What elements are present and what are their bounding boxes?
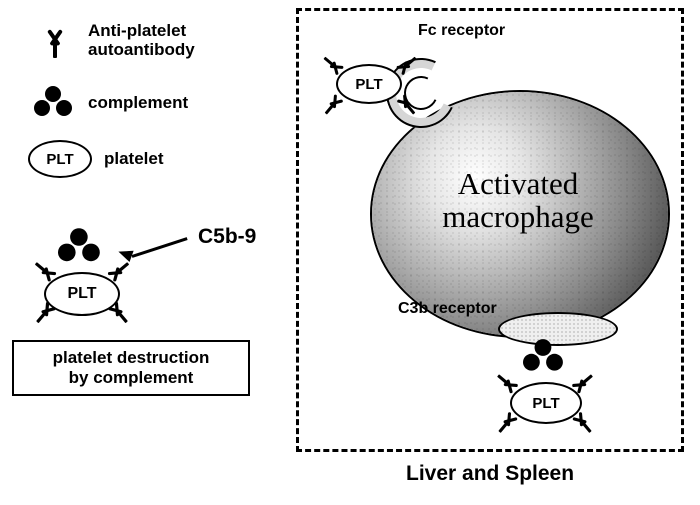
legend-platelet: platelet <box>104 150 164 169</box>
c5b9-label: C5b-9 <box>198 225 256 249</box>
c3b-receptor-label: C3b receptor <box>398 300 497 318</box>
c5b9-plt-text: PLT <box>67 285 96 303</box>
diagram-stage: Anti-platelet autoantibody complement PL… <box>0 0 700 505</box>
legend-autoantibody: Anti-platelet autoantibody <box>88 22 195 59</box>
c3b-complement-icon <box>523 339 565 377</box>
c3b-plt-text: PLT <box>532 395 559 412</box>
c5b9-complement-icon <box>58 228 102 268</box>
legend-platelet-icon: PLT <box>28 140 92 178</box>
antibody-icon <box>40 28 70 58</box>
fc-receptor-label: Fc receptor <box>418 22 505 40</box>
legend-plt-text: PLT <box>46 151 73 168</box>
macrophage-label: Activated macrophage <box>370 168 666 233</box>
macrophage-line2: macrophage <box>370 201 666 234</box>
macrophage-line1: Activated <box>370 168 666 201</box>
arrow-line <box>132 237 188 258</box>
destruction-box: platelet destruction by complement <box>12 340 250 396</box>
location-label: Liver and Spleen <box>406 462 574 486</box>
fc-plt-text: PLT <box>355 76 382 93</box>
complement-icon <box>34 86 74 122</box>
fc-platelet: PLT <box>336 64 402 104</box>
legend-complement: complement <box>88 94 188 113</box>
